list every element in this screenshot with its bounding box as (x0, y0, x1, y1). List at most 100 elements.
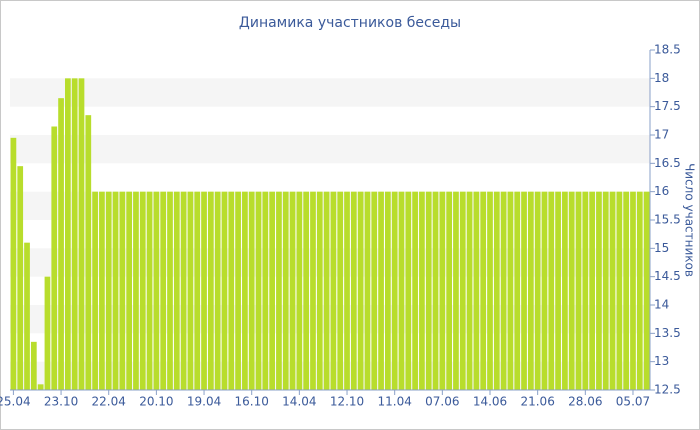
bar (500, 191, 507, 390)
y-tick-label: 16.5 (654, 156, 681, 170)
bar (255, 191, 262, 390)
bar (507, 191, 514, 390)
bar (146, 191, 153, 390)
bar (248, 191, 255, 390)
bar (527, 191, 534, 390)
bar (623, 191, 630, 390)
y-tick-label: 15.5 (654, 213, 681, 227)
bar (310, 191, 316, 390)
bar (548, 191, 555, 390)
bar (85, 115, 92, 391)
bar (269, 191, 275, 390)
bar (459, 191, 466, 390)
bar (412, 191, 418, 390)
bar (330, 191, 337, 390)
bar (119, 191, 126, 390)
y-tick-label: 17.5 (654, 99, 681, 113)
x-tick-label: 19.04 (187, 395, 221, 409)
bar (228, 191, 235, 390)
bar (589, 191, 595, 390)
x-tick-label: 16.10 (235, 395, 269, 409)
chart-title: Динамика участников беседы (239, 15, 461, 31)
x-tick-label: 11.04 (378, 395, 412, 409)
bar (201, 191, 207, 390)
x-tick-label: 14.04 (282, 395, 316, 409)
bar (582, 191, 589, 390)
bar (602, 191, 609, 390)
bar (555, 191, 561, 390)
bar (541, 191, 548, 390)
bar (337, 191, 344, 390)
x-tick-label: 05.07 (616, 395, 650, 409)
bar (398, 191, 405, 390)
bar (105, 191, 112, 390)
bar (44, 276, 51, 390)
bar (153, 191, 160, 390)
bar (562, 191, 568, 390)
bar (575, 191, 582, 390)
bar (167, 191, 173, 390)
bar (133, 191, 139, 390)
bar (616, 191, 623, 390)
y-tick-label: 16 (654, 184, 669, 198)
x-tick-label: 14.06 (473, 395, 507, 409)
bar (357, 191, 364, 390)
bar (344, 191, 350, 390)
bar (289, 191, 296, 390)
bar (350, 191, 357, 390)
bar (221, 191, 228, 390)
bar (480, 191, 487, 390)
bar (596, 191, 602, 390)
bar (378, 191, 384, 390)
bar (160, 191, 167, 390)
grid-band (10, 78, 650, 107)
bar (630, 191, 636, 390)
bar (37, 384, 44, 390)
y-tick-label: 13 (654, 354, 669, 368)
bar (609, 191, 616, 390)
y-tick-label: 15 (654, 241, 669, 255)
bar (534, 191, 541, 390)
x-tick-label: 22.04 (92, 395, 126, 409)
bar (636, 191, 643, 390)
bar (58, 98, 64, 391)
bar (17, 166, 24, 390)
bar (276, 191, 282, 390)
bar (262, 191, 269, 390)
bar (487, 191, 493, 390)
bar (466, 191, 473, 390)
bar (432, 191, 439, 390)
grid-band (10, 135, 650, 164)
bar (473, 191, 480, 390)
y-tick-label: 13.5 (654, 326, 681, 340)
bar (187, 191, 194, 390)
bar (419, 191, 425, 390)
bar (493, 191, 500, 390)
bar (214, 191, 221, 390)
bar (71, 78, 78, 390)
bar (643, 191, 650, 390)
bar (514, 191, 521, 390)
y-axis-label: Число участников (683, 163, 697, 277)
bar (521, 191, 527, 390)
y-tick-label: 14 (654, 298, 669, 312)
y-tick-label: 12.5 (654, 383, 681, 397)
bar (30, 341, 37, 390)
bar (242, 191, 248, 390)
x-tick-label: 07.06 (425, 395, 459, 409)
x-tick-label: 25.04 (0, 395, 31, 409)
bar (405, 191, 412, 390)
bar (296, 191, 303, 390)
bar (92, 191, 98, 390)
bar (173, 191, 180, 390)
bar (303, 191, 310, 390)
bar (78, 78, 85, 390)
bar (453, 191, 459, 390)
y-tick-label: 18 (654, 71, 669, 85)
bar (371, 191, 378, 390)
bar (139, 191, 146, 390)
bar (425, 191, 432, 390)
bar (180, 191, 187, 390)
bar (194, 191, 201, 390)
